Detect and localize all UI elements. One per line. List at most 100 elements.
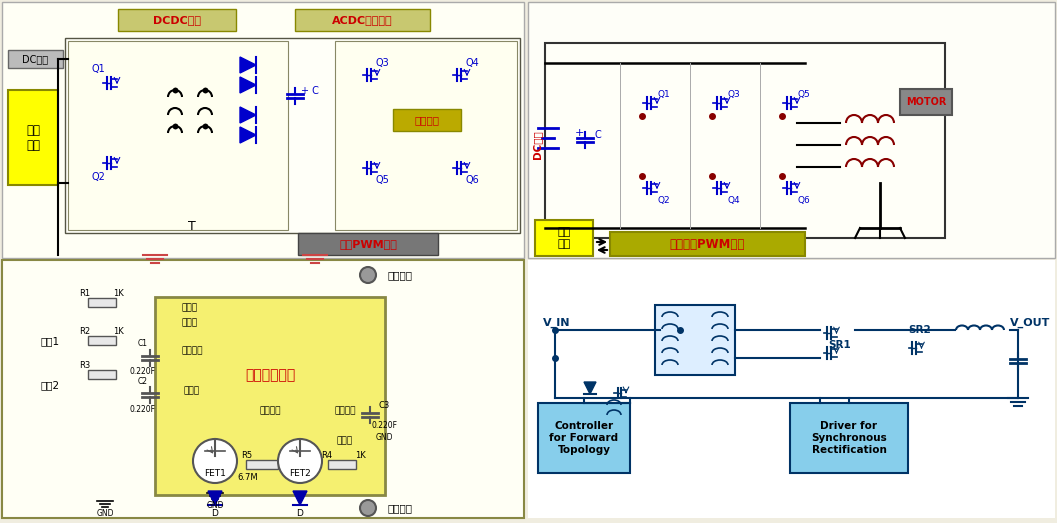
Text: R1: R1 [79, 290, 91, 299]
Polygon shape [208, 491, 222, 505]
Text: Q4: Q4 [727, 196, 740, 204]
Text: Driver for
Synchronous
Rectification: Driver for Synchronous Rectification [811, 422, 887, 454]
Text: C: C [595, 130, 601, 140]
Text: DC输入: DC输入 [22, 54, 48, 64]
Text: Q1: Q1 [91, 64, 105, 74]
Text: 1K: 1K [113, 327, 124, 336]
Text: Q3: Q3 [727, 90, 740, 99]
Text: 电源正: 电源正 [182, 303, 198, 313]
Text: Q5: Q5 [798, 90, 811, 99]
Circle shape [193, 439, 237, 483]
Text: 输出正极: 输出正极 [388, 270, 412, 280]
Text: D: D [297, 508, 303, 517]
Text: GND: GND [206, 501, 224, 509]
Text: + C: + C [301, 86, 319, 96]
Text: 充放电保护板: 充放电保护板 [245, 368, 295, 382]
Text: MOTOR: MOTOR [906, 97, 946, 107]
Text: C3: C3 [378, 401, 390, 410]
Text: T: T [188, 220, 196, 233]
Text: R3: R3 [79, 361, 91, 370]
Circle shape [278, 439, 322, 483]
FancyBboxPatch shape [295, 9, 430, 31]
Text: FET2: FET2 [290, 469, 311, 477]
Text: 电池中点: 电池中点 [181, 347, 203, 356]
Circle shape [360, 267, 376, 283]
Polygon shape [240, 127, 256, 143]
FancyBboxPatch shape [655, 305, 735, 375]
FancyBboxPatch shape [528, 260, 1055, 518]
Text: Q2: Q2 [657, 196, 670, 204]
Text: C2: C2 [138, 377, 148, 385]
FancyBboxPatch shape [88, 370, 116, 379]
Text: DCDC升压: DCDC升压 [153, 15, 201, 25]
Polygon shape [293, 491, 307, 505]
Text: R5: R5 [241, 450, 253, 460]
Polygon shape [585, 382, 596, 394]
Text: ACDC全桥逆变: ACDC全桥逆变 [332, 15, 392, 25]
Text: +: + [574, 128, 583, 138]
Polygon shape [240, 77, 256, 93]
FancyBboxPatch shape [64, 38, 520, 233]
FancyBboxPatch shape [88, 336, 116, 345]
Text: Q4: Q4 [465, 58, 479, 68]
Text: GND: GND [375, 434, 393, 442]
Text: 控制
中心: 控制 中心 [557, 227, 571, 249]
Circle shape [360, 500, 376, 516]
Text: 电池负: 电池负 [184, 386, 200, 395]
Text: SR2: SR2 [909, 325, 931, 335]
Text: 电池2: 电池2 [40, 380, 59, 390]
FancyBboxPatch shape [2, 260, 524, 518]
Text: Controller
for Forward
Topology: Controller for Forward Topology [550, 422, 618, 454]
FancyBboxPatch shape [900, 89, 952, 115]
Text: 1K: 1K [355, 450, 366, 460]
FancyBboxPatch shape [528, 2, 1055, 258]
Text: GND: GND [96, 508, 114, 517]
FancyBboxPatch shape [155, 297, 385, 495]
FancyBboxPatch shape [335, 41, 517, 230]
Text: 充电保护: 充电保护 [334, 406, 356, 415]
Text: C1: C1 [138, 339, 148, 348]
FancyBboxPatch shape [328, 460, 356, 469]
Text: Q5: Q5 [375, 175, 389, 185]
FancyBboxPatch shape [118, 9, 236, 31]
FancyBboxPatch shape [8, 50, 63, 68]
FancyBboxPatch shape [393, 109, 461, 131]
Text: 全桥PWM控制: 全桥PWM控制 [339, 239, 397, 249]
Text: 6.7M: 6.7M [238, 473, 258, 483]
Text: 0.220F: 0.220F [130, 404, 156, 414]
Text: 1K: 1K [113, 290, 124, 299]
Text: SR1: SR1 [829, 340, 851, 350]
FancyBboxPatch shape [610, 232, 805, 256]
FancyBboxPatch shape [545, 43, 945, 238]
FancyBboxPatch shape [8, 90, 58, 185]
Text: Q6: Q6 [465, 175, 479, 185]
Text: 电源正: 电源正 [182, 319, 198, 327]
FancyBboxPatch shape [298, 233, 438, 255]
Text: 推挽
控制: 推挽 控制 [26, 124, 40, 152]
FancyBboxPatch shape [2, 2, 524, 258]
Polygon shape [240, 107, 256, 123]
FancyBboxPatch shape [790, 403, 908, 473]
Text: Q2: Q2 [91, 172, 105, 182]
Text: 输出负极: 输出负极 [388, 503, 412, 513]
FancyBboxPatch shape [535, 220, 593, 256]
Text: V_IN: V_IN [543, 318, 571, 328]
Text: D: D [211, 508, 219, 517]
FancyBboxPatch shape [538, 403, 630, 473]
Text: 电源负: 电源负 [337, 437, 353, 446]
Text: 交流输出: 交流输出 [414, 115, 440, 125]
Text: DC输入: DC输入 [532, 131, 542, 160]
Text: V_OUT: V_OUT [1009, 318, 1051, 328]
Polygon shape [240, 57, 256, 73]
Text: 三相全桥PWM控制: 三相全桥PWM控制 [669, 237, 745, 251]
FancyBboxPatch shape [246, 460, 278, 469]
Text: R2: R2 [79, 327, 91, 336]
FancyBboxPatch shape [88, 298, 116, 307]
Text: Q3: Q3 [375, 58, 389, 68]
Text: 0.220F: 0.220F [371, 420, 397, 429]
Text: 0.220F: 0.220F [130, 368, 156, 377]
Text: Q1: Q1 [657, 90, 670, 99]
Text: Q6: Q6 [798, 196, 811, 204]
FancyBboxPatch shape [68, 41, 288, 230]
Text: FET1: FET1 [204, 469, 226, 477]
